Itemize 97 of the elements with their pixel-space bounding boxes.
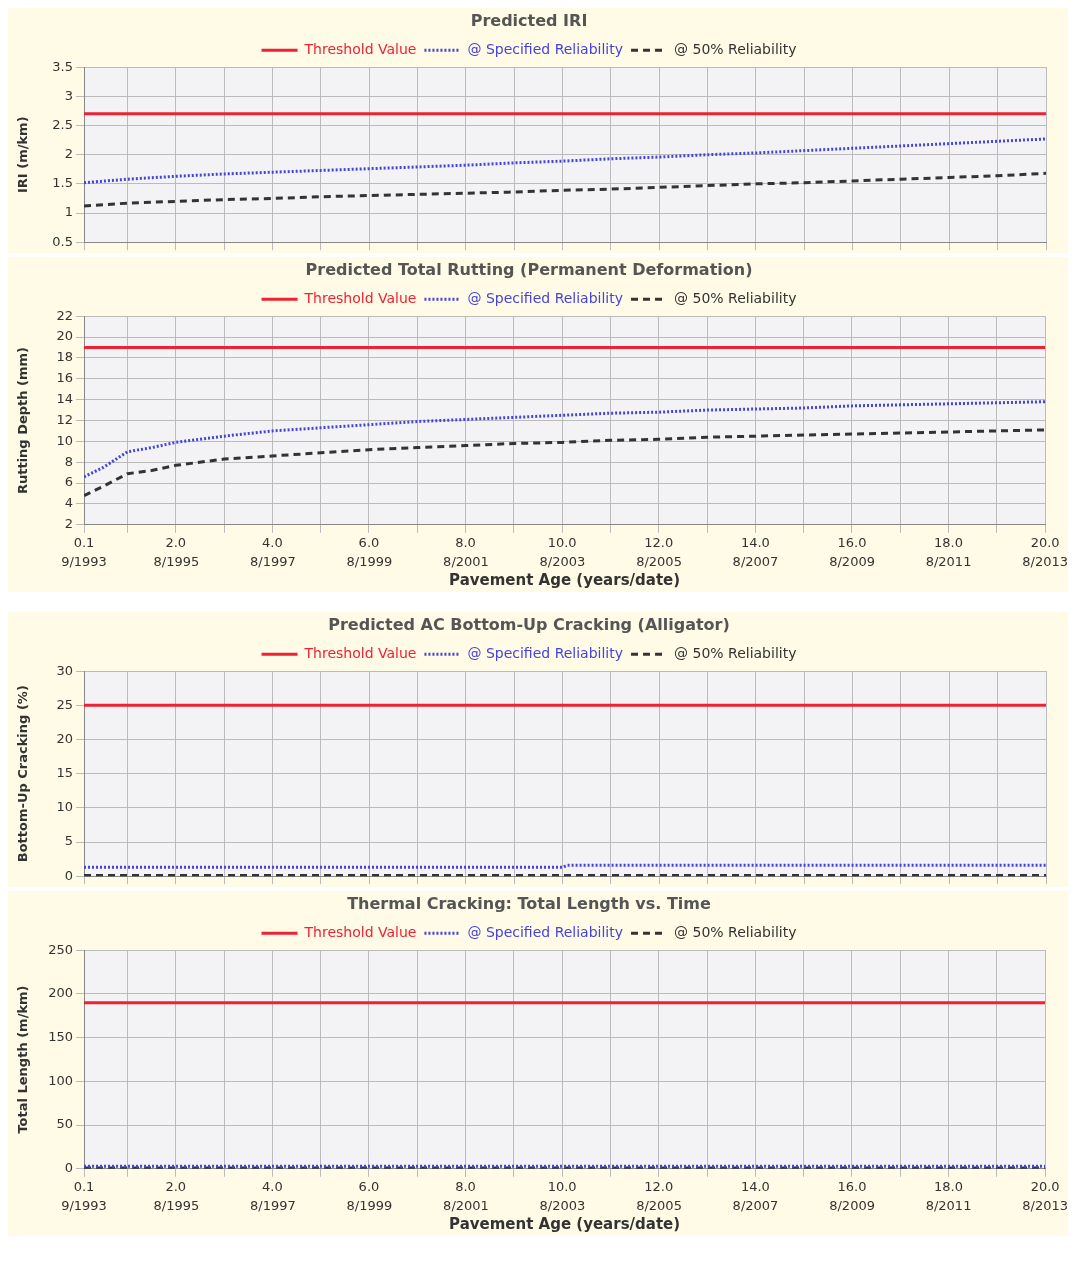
y-tick-label: 18 — [56, 349, 73, 365]
x-tick-label: 0.1 — [73, 534, 95, 550]
y-axis-title: Rutting Depth (mm) — [15, 346, 31, 495]
legend-label: Threshold Value — [303, 923, 417, 940]
x-tick-label: 12.0 — [644, 534, 674, 550]
y-tick-label: 0 — [64, 1160, 73, 1176]
y-tick-label: 4 — [64, 495, 73, 511]
x2-tick-label: 8/2011 — [925, 553, 972, 569]
y-tick-label: 10 — [56, 432, 73, 448]
y-tick-label: 2 — [64, 146, 73, 162]
x-tick-label: 14.0 — [740, 534, 770, 550]
x-tick-label: 10.0 — [547, 1178, 577, 1194]
x2-tick-label: 8/2005 — [636, 1197, 682, 1213]
x2-tick-label: 8/2009 — [829, 1197, 875, 1213]
y-tick-label: 14 — [56, 391, 73, 407]
x2-tick-label: 8/2003 — [539, 1197, 586, 1213]
y-tick-label: 250 — [48, 941, 73, 957]
y-tick-label: 12 — [56, 411, 73, 427]
y-tick-label: 50 — [56, 1116, 73, 1132]
x-axis-title: Pavement Age (years/date) — [449, 570, 681, 589]
y-tick-label: 15 — [56, 765, 73, 781]
y-tick-label: 16 — [56, 370, 73, 386]
y-axis-title: Total Length (m/km) — [15, 985, 31, 1134]
x2-tick-label: 8/1997 — [250, 553, 296, 569]
x-tick-label: 6.0 — [358, 534, 380, 550]
x-tick-label: 8.0 — [455, 1178, 476, 1194]
y-tick-label: 1 — [64, 204, 73, 220]
legend-label: @ Specified Reliability — [467, 644, 624, 661]
x2-tick-label: 8/2003 — [539, 553, 586, 569]
x2-tick-label: 8/2011 — [925, 1197, 972, 1213]
x2-tick-label: 8/2001 — [443, 1197, 489, 1213]
y-tick-label: 1.5 — [52, 175, 73, 191]
x-tick-label: 18.0 — [934, 1178, 964, 1194]
x2-tick-label: 8/1997 — [250, 1197, 296, 1213]
y-axis-title: Bottom-Up Cracking (%) — [15, 685, 31, 863]
x-tick-label: 6.0 — [358, 1178, 380, 1194]
x-tick-label: 16.0 — [837, 534, 867, 550]
y-tick-label: 150 — [48, 1029, 73, 1045]
y-tick-label: 25 — [56, 696, 73, 712]
x2-tick-label: 8/1995 — [153, 553, 200, 569]
y-tick-label: 100 — [48, 1072, 73, 1088]
x-tick-label: 18.0 — [934, 534, 964, 550]
chart-title: Thermal Cracking: Total Length vs. Time — [347, 893, 712, 913]
y-tick-label: 2.5 — [52, 116, 73, 132]
x-tick-label: 4.0 — [262, 534, 283, 550]
x-tick-label: 4.0 — [262, 1178, 283, 1194]
x-tick-label: 14.0 — [740, 1178, 770, 1194]
x-tick-label: 2.0 — [165, 534, 187, 550]
y-tick-label: 2 — [64, 516, 73, 532]
y-tick-label: 3 — [64, 87, 73, 103]
y-tick-label: 3.5 — [52, 58, 73, 74]
x-tick-label: 20.0 — [1030, 1178, 1060, 1194]
legend-label: @ 50% Reliability — [674, 644, 797, 661]
x2-tick-label: 8/2009 — [829, 553, 875, 569]
x-tick-label: 2.0 — [165, 1178, 187, 1194]
legend-label: @ Specified Reliability — [467, 289, 624, 306]
x2-tick-label: 8/2013 — [1022, 1197, 1069, 1213]
legend-label: Threshold Value — [303, 40, 417, 57]
y-tick-label: 200 — [48, 985, 73, 1001]
x2-tick-label: 8/2005 — [636, 553, 682, 569]
y-tick-label: 10 — [56, 799, 73, 815]
x2-tick-label: 8/2001 — [443, 553, 489, 569]
legend-label: @ Specified Reliability — [467, 923, 624, 940]
x-tick-label: 20.0 — [1030, 534, 1060, 550]
x-tick-label: 12.0 — [644, 1178, 674, 1194]
x2-tick-label: 8/1999 — [346, 1197, 393, 1213]
x2-tick-label: 8/2007 — [732, 553, 779, 569]
y-axis-title: IRI (m/km) — [15, 116, 31, 193]
x2-tick-label: 8/2013 — [1022, 553, 1069, 569]
chart-title: Predicted Total Rutting (Permanent Deformation) — [305, 259, 753, 279]
legend-label: Threshold Value — [303, 644, 417, 661]
y-tick-label: 6 — [64, 474, 73, 490]
x2-tick-label: 8/1999 — [346, 553, 393, 569]
chart-title: Predicted AC Bottom-Up Cracking (Alligator) — [328, 614, 730, 634]
x-tick-label: 0.1 — [73, 1178, 95, 1194]
x-tick-label: 10.0 — [547, 534, 577, 550]
x2-tick-label: 8/2007 — [732, 1197, 779, 1213]
y-tick-label: 20 — [56, 730, 73, 746]
x-tick-label: 8.0 — [455, 534, 476, 550]
legend-label: @ Specified Reliability — [467, 40, 624, 57]
chart-title: Predicted IRI — [470, 10, 588, 30]
legend-label: @ 50% Reliability — [674, 923, 797, 940]
y-tick-label: 5 — [64, 833, 73, 849]
y-tick-label: 20 — [56, 328, 73, 344]
legend-label: Threshold Value — [303, 289, 417, 306]
y-tick-label: 22 — [56, 307, 73, 323]
y-tick-label: 30 — [56, 662, 73, 678]
legend-label: @ 50% Reliability — [674, 40, 797, 57]
y-tick-label: 0 — [64, 867, 73, 883]
x2-tick-label: 9/1993 — [61, 553, 107, 569]
x-axis-title: Pavement Age (years/date) — [449, 1214, 681, 1233]
x2-tick-label: 8/1995 — [153, 1197, 200, 1213]
x2-tick-label: 9/1993 — [61, 1197, 107, 1213]
y-tick-label: 8 — [64, 453, 73, 469]
y-tick-label: 0.5 — [52, 233, 73, 249]
legend-label: @ 50% Reliability — [674, 289, 797, 306]
x-tick-label: 16.0 — [837, 1178, 867, 1194]
